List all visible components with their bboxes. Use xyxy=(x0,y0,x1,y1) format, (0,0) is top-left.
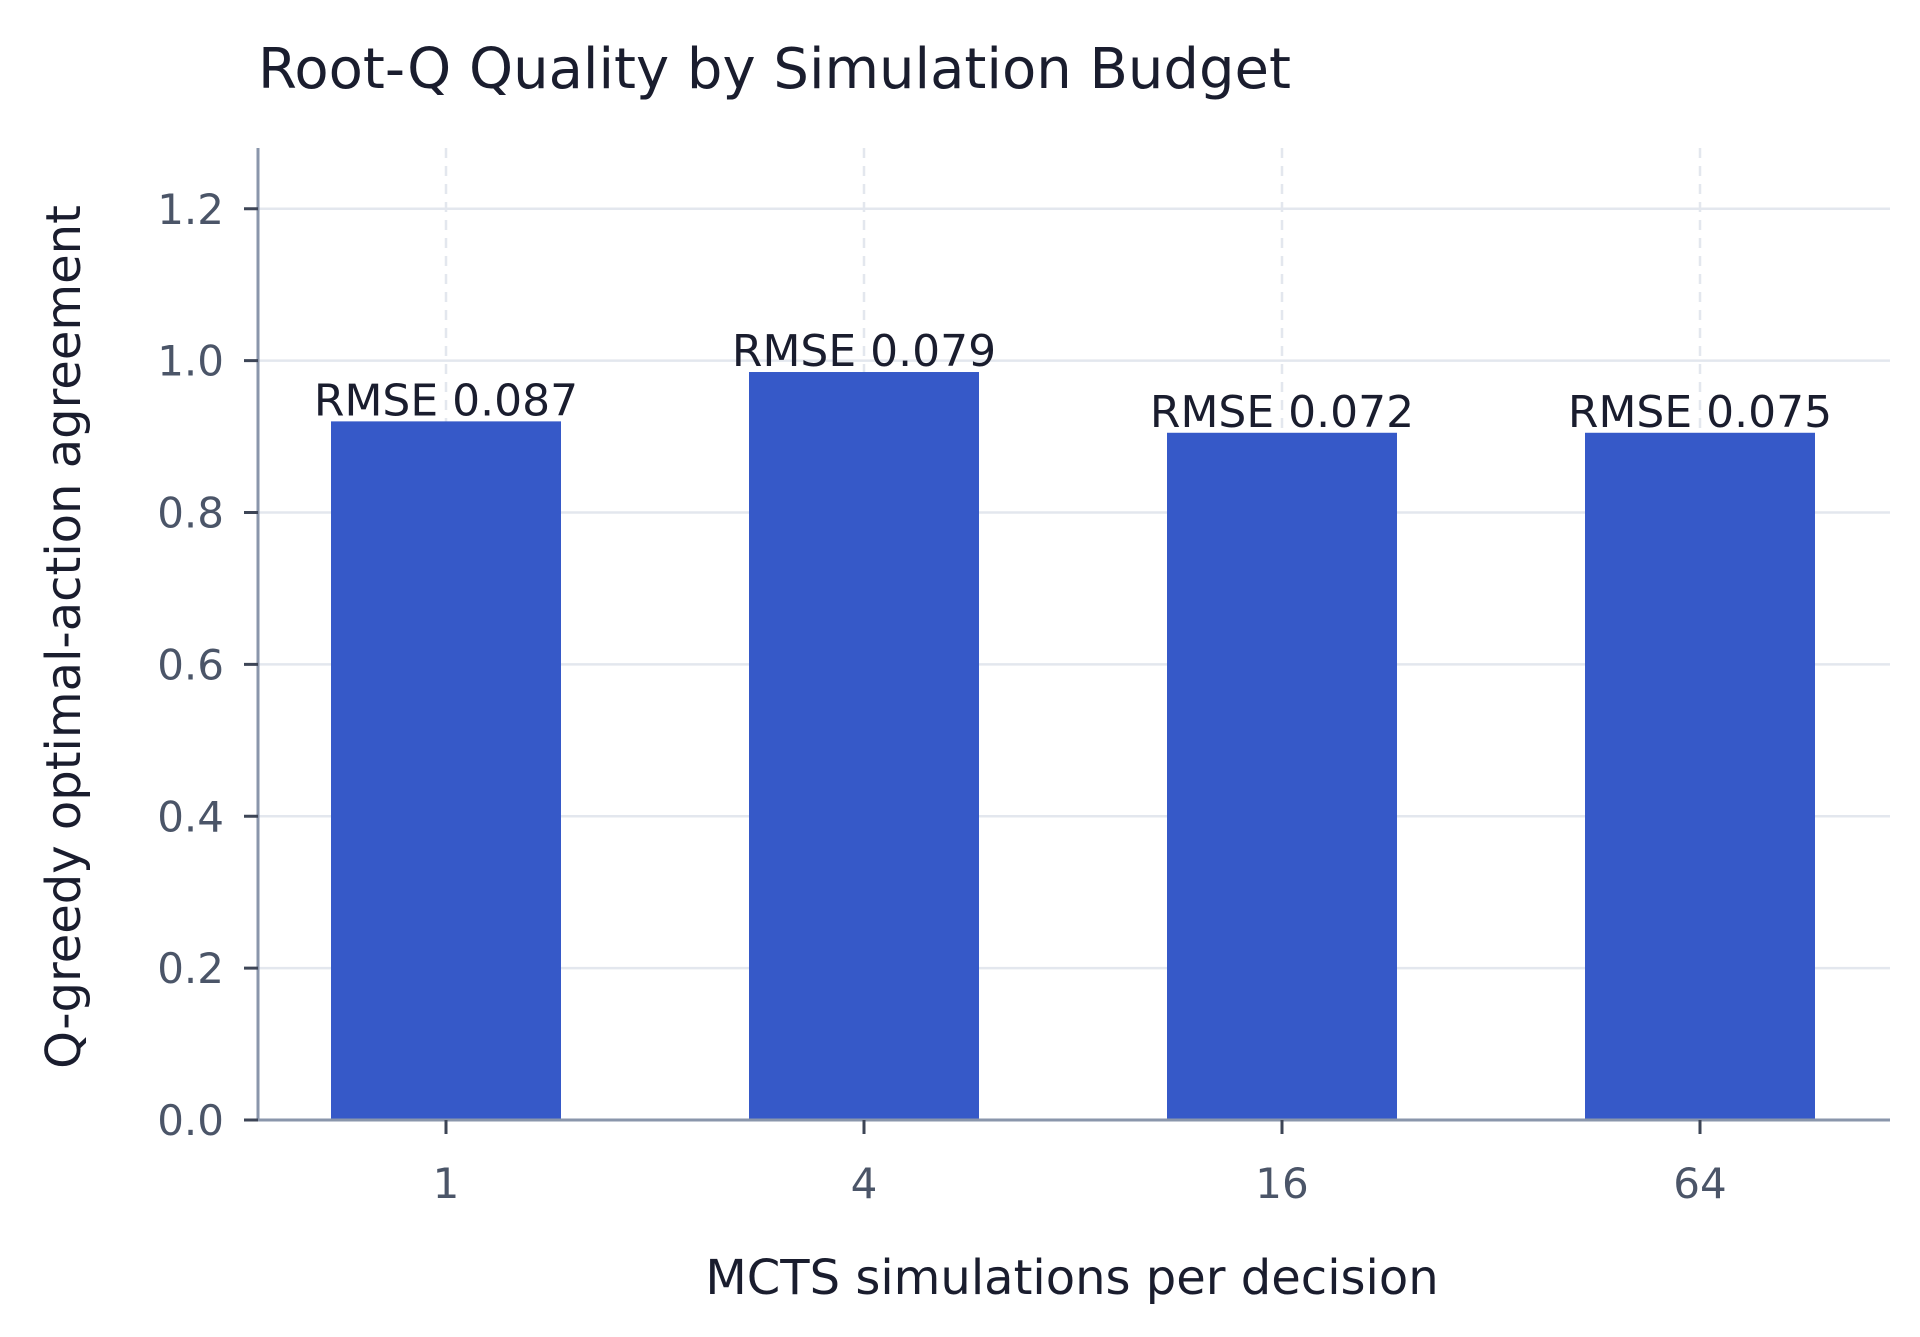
data-label-4: RMSE 0.079 xyxy=(732,326,996,377)
x-tick-label: 1 xyxy=(433,1159,460,1208)
bar-1 xyxy=(331,421,561,1120)
ticks-layer: 0.0 0.2 0.4 0.6 0.8 1.0 1.2 1 4 16 64 xyxy=(157,185,1727,1208)
data-label-64: RMSE 0.075 xyxy=(1568,387,1832,438)
y-tick-label: 0.2 xyxy=(157,944,224,993)
bar-4 xyxy=(749,372,979,1120)
bars-layer xyxy=(331,372,1815,1120)
y-tick-label: 0.6 xyxy=(157,640,224,689)
x-tick-label: 16 xyxy=(1255,1159,1308,1208)
y-axis-label: Q-greedy optimal-action agreement xyxy=(36,205,92,1069)
y-tick-label: 0.8 xyxy=(157,489,224,538)
x-axis-label: MCTS simulations per decision xyxy=(705,1250,1438,1306)
data-label-16: RMSE 0.072 xyxy=(1150,387,1414,438)
data-labels-layer: RMSE 0.087 RMSE 0.079 RMSE 0.072 RMSE 0.075 xyxy=(314,326,1832,438)
bar-16 xyxy=(1167,432,1397,1120)
x-tick-label: 4 xyxy=(851,1159,878,1208)
data-label-1: RMSE 0.087 xyxy=(314,375,578,426)
x-tick-label: 64 xyxy=(1673,1159,1726,1208)
axes-layer xyxy=(256,148,1890,1122)
y-tick-label: 1.0 xyxy=(157,337,224,386)
bar-64 xyxy=(1585,432,1815,1120)
y-tick-label: 0.0 xyxy=(157,1096,224,1145)
y-tick-label: 1.2 xyxy=(157,185,224,234)
chart-title: Root-Q Quality by Simulation Budget xyxy=(258,37,1291,102)
y-tick-label: 0.4 xyxy=(157,792,224,841)
